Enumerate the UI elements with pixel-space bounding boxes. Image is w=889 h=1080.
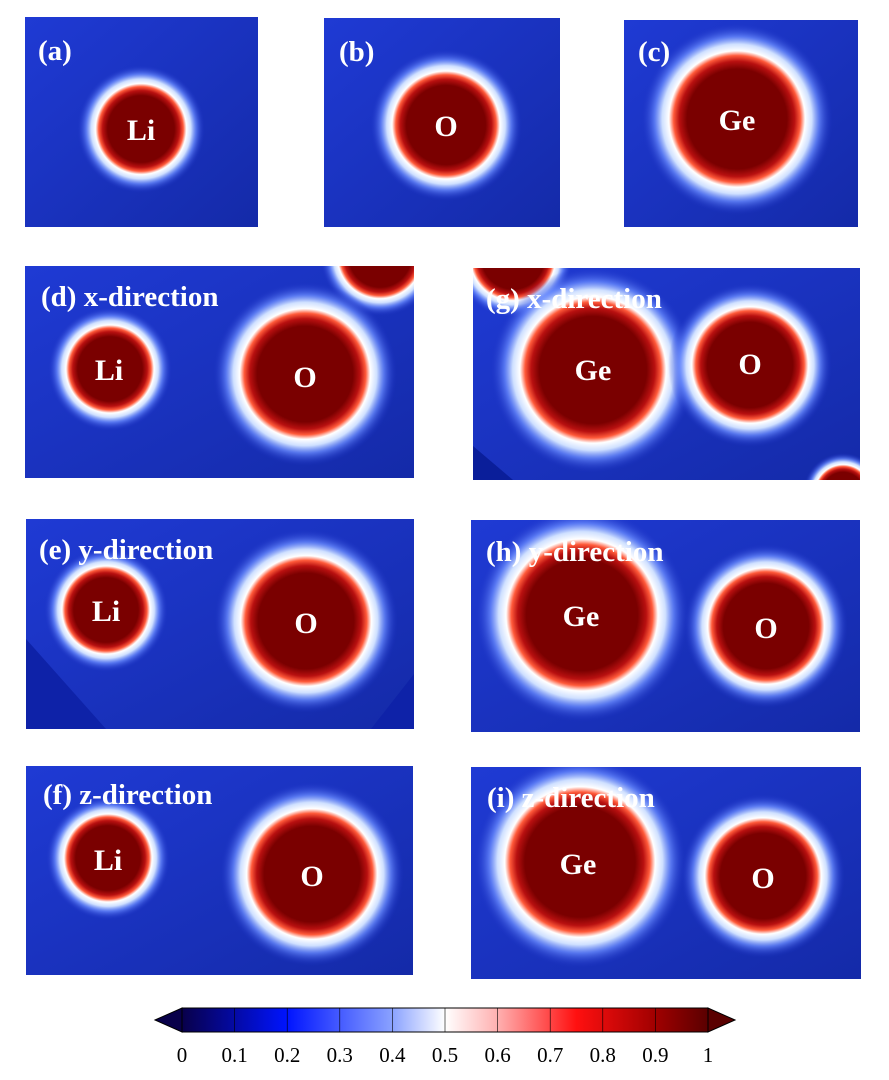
panel-label: (h) y-direction (486, 536, 664, 568)
panel-label: (i) z-direction (487, 782, 655, 814)
atom-label-o: O (294, 607, 317, 640)
atom-o-shell (220, 782, 404, 966)
panel-e: Li O (e) y-direction (26, 519, 414, 729)
panel-b: O (b) (324, 18, 560, 227)
panel-a: Li (a) (25, 17, 258, 227)
panel-label: (d) x-direction (41, 281, 219, 313)
atom-o-shell (370, 49, 522, 201)
atom-label-li: Li (127, 114, 155, 147)
atom-li-shell (44, 548, 168, 672)
colorbar-tick-label: 0.2 (274, 1043, 300, 1067)
atom-label-ge: Ge (560, 848, 597, 881)
panel-label: (b) (339, 36, 375, 68)
panel-d: Li O (d) x-direction (25, 266, 414, 478)
colorbar-high-arrow (708, 1008, 735, 1032)
panel-label: (e) y-direction (39, 534, 214, 566)
panel-label: (g) x-direction (486, 283, 662, 315)
colorbar-tick-label: 0.9 (642, 1043, 668, 1067)
atom-label-o: O (754, 612, 777, 645)
atom-label-o: O (751, 862, 774, 895)
atom-label-o: O (293, 361, 316, 394)
atom-label-ge: Ge (563, 600, 600, 633)
atom-label-o: O (434, 110, 457, 143)
colorbar-low-arrow (155, 1008, 182, 1032)
colorbar-tick-label: 0.8 (590, 1043, 616, 1067)
atom-o-shell (668, 283, 832, 447)
colorbar-tick-label: 0.5 (432, 1043, 458, 1067)
atom-o-shell (214, 529, 398, 713)
panel-f: Li O (f) z-direction (26, 766, 413, 975)
atom-label-li: Li (95, 354, 123, 387)
panel-h: Ge O (h) y-direction (471, 520, 860, 732)
atom-label-o: O (738, 348, 761, 381)
panel-i: Ge O (i) z-direction (471, 767, 861, 979)
colorbar-tick-label: 0.1 (221, 1043, 247, 1067)
colorbar-tick-label: 0.6 (484, 1043, 510, 1067)
colorbar-tick-label: 0.7 (537, 1043, 563, 1067)
atom-label-ge: Ge (719, 104, 756, 137)
panel-label: (c) (638, 36, 671, 68)
atom-ge-shell (475, 520, 689, 722)
panel-label: (a) (38, 35, 72, 67)
atom-label-ge: Ge (575, 354, 612, 387)
atom-partial-shell (805, 453, 860, 480)
atom-label-li: Li (92, 595, 120, 628)
atom-li-shell (77, 65, 205, 193)
colorbar-tick-label: 0.4 (379, 1043, 406, 1067)
panel-label: (f) z-direction (43, 779, 213, 811)
colorbar: 0 0.1 0.2 0.3 0.4 0.5 0.6 0.7 0.8 0.9 1 (150, 1000, 740, 1080)
atom-o-shell (681, 794, 845, 958)
atom-o-shell (684, 544, 848, 708)
colorbar-tick-label: 0.3 (327, 1043, 353, 1067)
atom-o-shell (213, 282, 397, 466)
atom-label-o: O (300, 860, 323, 893)
colorbar-tick-label: 0 (177, 1043, 188, 1067)
panel-g: Ge O (g) x-direction (473, 268, 860, 480)
atom-li-shell (48, 307, 172, 431)
atom-li-shell (46, 796, 170, 920)
atom-ge-shell (641, 23, 833, 215)
atom-label-li: Li (94, 844, 122, 877)
atom-ge-shell (490, 268, 696, 473)
panel-c: Ge (c) (624, 20, 858, 227)
colorbar-tick-label: 1 (703, 1043, 714, 1067)
atom-ge-shell (474, 767, 686, 968)
